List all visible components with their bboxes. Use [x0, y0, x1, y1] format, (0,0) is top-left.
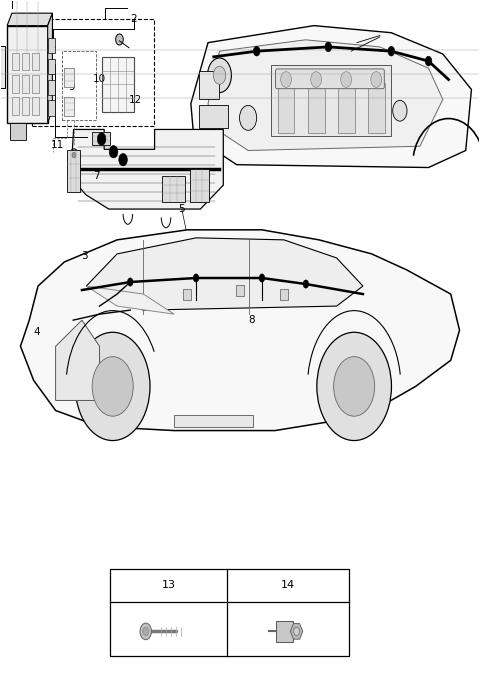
- Bar: [308, 83, 324, 133]
- Circle shape: [294, 628, 300, 635]
- Text: 7: 7: [94, 171, 100, 181]
- Bar: [67, 150, 80, 192]
- Bar: [280, 288, 288, 300]
- Circle shape: [281, 72, 291, 88]
- Circle shape: [116, 34, 123, 45]
- Bar: [190, 169, 209, 202]
- Polygon shape: [56, 320, 99, 400]
- Circle shape: [240, 106, 257, 131]
- Bar: [102, 57, 134, 112]
- Circle shape: [213, 66, 226, 84]
- Text: 12: 12: [128, 95, 142, 105]
- Polygon shape: [208, 40, 443, 151]
- Polygon shape: [191, 26, 471, 167]
- Bar: [32, 53, 39, 70]
- Bar: [62, 51, 96, 120]
- Circle shape: [97, 133, 106, 145]
- Circle shape: [341, 72, 351, 88]
- Text: 2: 2: [131, 14, 137, 24]
- FancyBboxPatch shape: [276, 69, 384, 89]
- Circle shape: [371, 72, 382, 88]
- Bar: [32, 97, 39, 115]
- Circle shape: [303, 280, 309, 288]
- Bar: [48, 100, 55, 115]
- Bar: [174, 414, 253, 427]
- Bar: [183, 288, 191, 300]
- Bar: [110, 569, 349, 655]
- Bar: [236, 284, 244, 295]
- Text: 13: 13: [162, 580, 176, 591]
- Text: 3: 3: [82, 251, 88, 261]
- Circle shape: [92, 357, 133, 416]
- Circle shape: [207, 58, 231, 92]
- Circle shape: [72, 152, 76, 158]
- Bar: [12, 75, 19, 92]
- Text: 5: 5: [179, 204, 185, 214]
- Polygon shape: [71, 129, 223, 209]
- Bar: [271, 65, 391, 136]
- Bar: [277, 83, 294, 133]
- Circle shape: [388, 47, 395, 56]
- Bar: [64, 68, 74, 88]
- Bar: [199, 105, 228, 128]
- Circle shape: [193, 274, 199, 282]
- Circle shape: [393, 100, 407, 121]
- Circle shape: [75, 332, 150, 441]
- Circle shape: [334, 357, 375, 416]
- Circle shape: [127, 278, 133, 286]
- Bar: [22, 97, 29, 115]
- Circle shape: [70, 149, 78, 161]
- Bar: [162, 176, 185, 202]
- Circle shape: [325, 42, 332, 51]
- Polygon shape: [86, 238, 363, 310]
- Bar: [92, 131, 110, 145]
- Text: 4: 4: [34, 327, 40, 337]
- Circle shape: [109, 145, 118, 158]
- Polygon shape: [48, 13, 52, 122]
- Bar: [48, 59, 55, 74]
- Bar: [33, 19, 154, 126]
- Text: 11: 11: [51, 140, 64, 149]
- Bar: [64, 97, 74, 116]
- Bar: [10, 122, 26, 140]
- Text: 14: 14: [281, 580, 295, 591]
- Bar: [338, 83, 355, 133]
- Bar: [199, 71, 219, 99]
- Bar: [22, 75, 29, 92]
- Bar: [22, 53, 29, 70]
- Bar: [32, 75, 39, 92]
- Circle shape: [143, 628, 149, 635]
- Text: 8: 8: [249, 315, 255, 325]
- Polygon shape: [86, 286, 174, 314]
- Circle shape: [311, 72, 322, 88]
- Polygon shape: [21, 230, 459, 431]
- Text: 9: 9: [69, 81, 75, 92]
- Text: 1: 1: [49, 40, 56, 50]
- Circle shape: [140, 623, 152, 639]
- Polygon shape: [7, 13, 52, 26]
- Text: 6: 6: [314, 121, 321, 131]
- Bar: [12, 97, 19, 115]
- Circle shape: [119, 154, 127, 166]
- Circle shape: [253, 47, 260, 56]
- Bar: [276, 621, 293, 641]
- Circle shape: [425, 56, 432, 66]
- Bar: [12, 53, 19, 70]
- Bar: [0, 47, 5, 88]
- Bar: [368, 83, 384, 133]
- Text: 10: 10: [93, 74, 106, 84]
- Bar: [48, 80, 55, 95]
- Circle shape: [259, 274, 265, 282]
- Circle shape: [317, 332, 392, 441]
- Bar: [7, 26, 48, 122]
- Bar: [48, 38, 55, 54]
